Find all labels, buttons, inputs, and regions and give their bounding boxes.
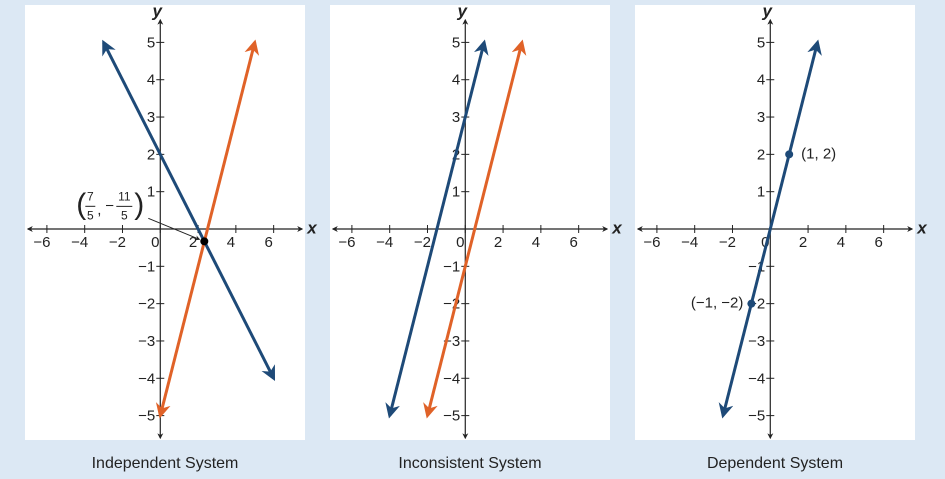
- x-tick-label: 4: [532, 234, 540, 251]
- x-tick-label: −6: [643, 234, 660, 251]
- y-tick-label: 4: [452, 72, 460, 89]
- y-tick-label: 3: [452, 109, 460, 126]
- y-tick-label: −5: [443, 408, 460, 425]
- line: [155, 39, 260, 419]
- y-axis-label: y: [762, 1, 774, 20]
- x-axis-label: x: [916, 218, 928, 237]
- panel: [330, 5, 610, 440]
- y-tick-label: 2: [757, 146, 765, 163]
- y-tick-label: 5: [452, 34, 460, 51]
- annotation-arrow: [148, 217, 201, 241]
- y-tick-label: 4: [757, 72, 765, 89]
- y-tick-label: 3: [147, 109, 155, 126]
- y-tick-label: −4: [138, 370, 155, 387]
- x-tick-label: −4: [376, 234, 393, 251]
- y-tick-label: 1: [452, 184, 460, 201]
- x-tick-label: −4: [71, 234, 88, 251]
- y-tick-label: −4: [748, 370, 765, 387]
- panel: [635, 5, 915, 440]
- y-tick-label: 4: [147, 72, 155, 89]
- y-tick-label: −3: [748, 333, 765, 350]
- x-axis-label: x: [306, 218, 318, 237]
- x-tick-label: −2: [414, 234, 431, 251]
- x-tick-label: 4: [227, 234, 235, 251]
- y-tick-label: −3: [138, 333, 155, 350]
- line: [718, 39, 822, 419]
- y-tick-label: −5: [748, 408, 765, 425]
- frac-den: 5: [121, 208, 128, 222]
- y-tick-label: −1: [138, 258, 155, 275]
- y-tick-label: −2: [138, 296, 155, 313]
- point: [747, 299, 756, 308]
- x-tick-label: −6: [338, 234, 355, 251]
- y-tick-label: 2: [147, 146, 155, 163]
- y-tick-label: 5: [757, 34, 765, 51]
- caption: Inconsistent System: [398, 455, 541, 472]
- frac-num: 11: [118, 189, 131, 203]
- sign: −: [105, 197, 114, 214]
- line: [423, 39, 527, 419]
- y-tick-label: 5: [147, 34, 155, 51]
- caption: Independent System: [92, 455, 239, 472]
- y-tick-label: −1: [443, 258, 460, 275]
- paren: ): [134, 188, 144, 221]
- annotation-point: [200, 237, 209, 246]
- x-tick-label: 4: [837, 234, 845, 251]
- panel: [25, 5, 305, 440]
- comma: ,: [97, 201, 101, 218]
- x-tick-label: −2: [719, 234, 736, 251]
- y-tick-label: 1: [757, 184, 765, 201]
- paren: (: [76, 188, 86, 221]
- y-tick-label: 3: [757, 109, 765, 126]
- x-tick-label: 6: [874, 234, 882, 251]
- x-tick-label: 0: [456, 234, 464, 251]
- x-tick-label: −2: [109, 234, 126, 251]
- y-tick-label: 1: [147, 184, 155, 201]
- x-tick-label: 6: [569, 234, 577, 251]
- x-tick-label: 2: [494, 234, 502, 251]
- point-label: (−1, −2): [691, 295, 744, 312]
- x-axis-label: x: [611, 218, 623, 237]
- x-tick-label: 2: [799, 234, 807, 251]
- caption: Dependent System: [707, 455, 843, 472]
- x-tick-label: −6: [33, 234, 50, 251]
- x-tick-label: −4: [681, 234, 698, 251]
- frac-den: 5: [87, 208, 94, 222]
- y-tick-label: −4: [443, 370, 460, 387]
- x-tick-label: 0: [151, 234, 159, 251]
- y-tick-label: −5: [138, 408, 155, 425]
- y-axis-label: y: [152, 1, 164, 20]
- frac-num: 7: [87, 189, 94, 203]
- point: [785, 150, 794, 159]
- x-tick-label: 6: [264, 234, 272, 251]
- point-label: (1, 2): [801, 145, 836, 162]
- y-axis-label: y: [457, 1, 469, 20]
